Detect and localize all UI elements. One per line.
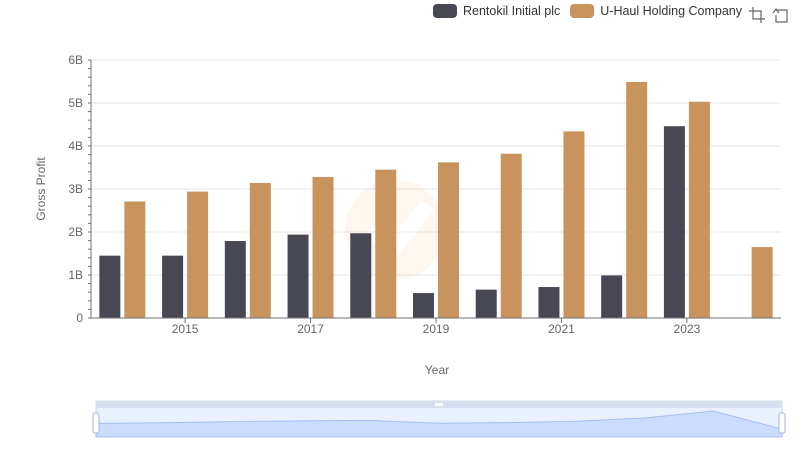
y-axis-title: Gross Profit — [34, 157, 48, 221]
y-tick-label: 0 — [76, 311, 83, 325]
legend-item-uhaul[interactable]: U-Haul Holding Company — [570, 4, 742, 18]
y-tick-label: 3B — [68, 182, 83, 196]
bar-uhaul-2018 — [375, 169, 397, 318]
x-tick-label: 2015 — [172, 322, 199, 336]
bar-rentokil-2018 — [350, 233, 372, 318]
bar-rentokil-2019 — [413, 293, 434, 318]
bar-uhaul-2022 — [626, 81, 648, 319]
bar-uhaul-2015 — [187, 191, 209, 318]
zoom-icon[interactable] — [748, 6, 766, 24]
bar-uhaul-2019 — [438, 162, 459, 318]
x-tick-label: 2019 — [423, 322, 450, 336]
zoom-handle-right[interactable] — [778, 412, 786, 434]
x-tick-labels: 2015 2017 2019 2021 2023 — [172, 318, 701, 336]
zoom-handle-left[interactable] — [92, 412, 100, 434]
x-tick-label: 2021 — [548, 322, 575, 336]
bar-rentokil-2017 — [287, 234, 309, 318]
legend-label-uhaul: U-Haul Holding Company — [600, 4, 742, 18]
y-tick-label: 1B — [68, 268, 83, 282]
y-tick-label: 4B — [68, 139, 83, 153]
x-tick-label: 2023 — [674, 322, 701, 336]
bar-rentokil-2016 — [224, 241, 246, 318]
data-zoom-slider[interactable] — [92, 400, 786, 438]
y-tick-labels: 0 1B 2B 3B 4B 5B 6B — [68, 53, 83, 325]
bar-uhaul-2016 — [249, 182, 271, 318]
bar-rentokil-2023 — [663, 126, 685, 318]
legend-label-rentokil: Rentokil Initial plc — [463, 4, 561, 18]
bar-uhaul-2024 — [751, 247, 773, 318]
legend-swatch-rentokil — [433, 4, 457, 18]
bar-rentokil-2015 — [162, 255, 184, 318]
zoom-data-shadow — [95, 410, 783, 438]
bar-uhaul-2023 — [688, 101, 710, 319]
bar-uhaul-2014 — [124, 201, 146, 318]
x-tick-label: 2017 — [297, 322, 324, 336]
y-tick-label: 5B — [68, 96, 83, 110]
legend-swatch-uhaul — [570, 4, 595, 18]
bar-uhaul-2017 — [312, 176, 334, 318]
bar-rentokil-2022 — [601, 275, 623, 318]
toolbox — [748, 6, 790, 24]
reset-icon[interactable] — [772, 6, 790, 24]
legend: Rentokil Initial plc U-Haul Holding Comp… — [433, 4, 742, 18]
y-tick-label: 2B — [68, 225, 83, 239]
bar-uhaul-2020 — [500, 153, 522, 318]
bar-series — [99, 81, 773, 319]
bar-rentokil-2014 — [99, 255, 121, 318]
legend-item-rentokil[interactable]: Rentokil Initial plc — [433, 4, 560, 18]
bar-rentokil-2021 — [538, 287, 560, 318]
x-axis-title: Year — [424, 363, 450, 377]
y-tick-label: 6B — [68, 53, 83, 67]
bar-uhaul-2021 — [563, 131, 585, 318]
zoom-move-handle[interactable] — [435, 403, 443, 406]
bar-rentokil-2020 — [475, 289, 497, 318]
